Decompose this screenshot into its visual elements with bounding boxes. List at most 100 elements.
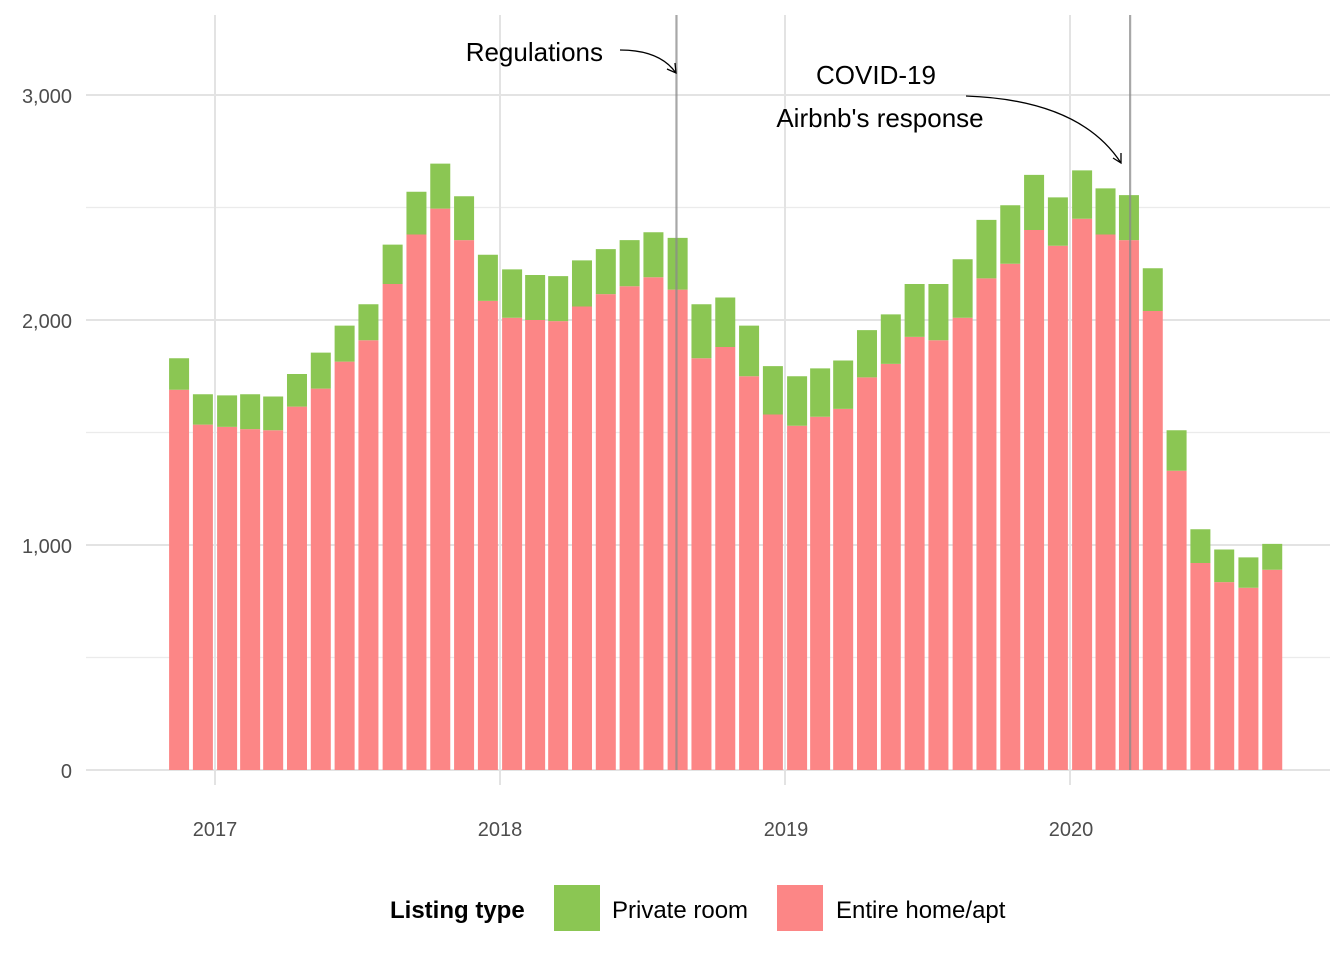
y-tick-label: 3,000 <box>22 86 72 108</box>
bar-private-room <box>880 314 901 364</box>
bar-private-room <box>1047 197 1068 246</box>
bar-private-room <box>263 396 284 431</box>
bar-entire-home-apt <box>430 208 451 770</box>
bar-private-room <box>406 191 427 235</box>
annotation-covid: COVID-19 <box>816 60 936 90</box>
bar-private-room <box>667 237 688 290</box>
y-axis-ticks: 3,000 2,000 1,000 0 <box>22 86 72 783</box>
bar-private-room <box>548 276 569 322</box>
bar-entire-home-apt <box>1142 311 1163 770</box>
event-lines <box>675 15 1132 770</box>
bar-private-room <box>856 330 877 378</box>
bar-entire-home-apt <box>904 336 925 770</box>
bar-entire-home-apt <box>1238 587 1259 770</box>
bar-entire-home-apt <box>667 289 688 770</box>
bar-private-room <box>286 374 307 407</box>
bar-private-room <box>571 260 592 307</box>
bar-private-room <box>739 325 760 377</box>
annotations: Regulations COVID-19 Airbnb's response <box>466 37 984 133</box>
bar-entire-home-apt <box>286 406 307 770</box>
legend-swatch-private-room <box>554 885 600 931</box>
bar-entire-home-apt <box>928 340 949 770</box>
bar-entire-home-apt <box>1166 470 1187 770</box>
arrow-head-regulations <box>666 62 677 75</box>
legend-title: Listing type <box>390 897 525 924</box>
bar-entire-home-apt <box>856 377 877 770</box>
bar-entire-home-apt <box>810 416 831 770</box>
bar-entire-home-apt <box>548 321 569 770</box>
bar-private-room <box>643 232 664 278</box>
bar-private-room <box>952 259 973 318</box>
x-axis-ticks: 2017 2018 2019 2020 <box>193 819 1094 841</box>
bar-entire-home-apt <box>240 429 261 770</box>
bar-entire-home-apt <box>1047 245 1068 770</box>
bar-private-room <box>192 394 213 425</box>
bar-entire-home-apt <box>691 358 712 770</box>
bar-entire-home-apt <box>263 430 284 770</box>
bar-private-room <box>217 395 238 427</box>
bar-private-room <box>1214 549 1235 583</box>
bar-entire-home-apt <box>169 389 190 770</box>
bar-entire-home-apt <box>310 388 331 770</box>
bar-private-room <box>1072 170 1093 219</box>
bar-entire-home-apt <box>1072 218 1093 770</box>
annotation-arrows <box>619 49 1122 165</box>
bar-entire-home-apt <box>382 284 403 770</box>
bar-private-room <box>382 244 403 284</box>
bar-private-room <box>595 249 616 295</box>
bar-private-room <box>169 358 190 390</box>
bar-entire-home-apt <box>762 414 783 770</box>
bar-entire-home-apt <box>1190 563 1211 770</box>
bar-private-room <box>310 352 331 389</box>
bar-entire-home-apt <box>525 320 546 770</box>
y-tick-label: 1,000 <box>22 536 72 558</box>
bar-private-room <box>833 360 854 409</box>
bar-entire-home-apt <box>643 277 664 770</box>
bar-entire-home-apt <box>217 426 238 770</box>
bar-private-room <box>1166 430 1187 471</box>
bar-entire-home-apt <box>952 317 973 770</box>
bar-entire-home-apt <box>502 317 523 770</box>
bar-private-room <box>1190 529 1211 563</box>
x-tick-label: 2019 <box>764 819 809 841</box>
bar-private-room <box>525 275 546 320</box>
bar-private-room <box>619 240 640 287</box>
x-tick-label: 2017 <box>193 819 238 841</box>
legend-label-private-room: Private room <box>612 897 748 924</box>
bar-private-room <box>715 297 736 347</box>
bar-entire-home-apt <box>619 286 640 770</box>
bar-private-room <box>502 269 523 318</box>
bar-entire-home-apt <box>334 361 355 770</box>
bar-private-room <box>976 219 997 279</box>
arrow-regulations <box>619 49 677 74</box>
bar-entire-home-apt <box>1214 582 1235 770</box>
y-tick-label: 0 <box>61 761 72 783</box>
bar-entire-home-apt <box>880 363 901 770</box>
bar-private-room <box>928 284 949 341</box>
bar-private-room <box>1095 188 1116 235</box>
bar-private-room <box>691 304 712 359</box>
bar-entire-home-apt <box>1000 263 1021 770</box>
bar-private-room <box>430 163 451 209</box>
bar-entire-home-apt <box>1095 234 1116 770</box>
bar-entire-home-apt <box>571 306 592 770</box>
bar-private-room <box>810 368 831 417</box>
annotation-regulations: Regulations <box>466 37 603 67</box>
bar-entire-home-apt <box>454 240 475 770</box>
x-tick-label: 2020 <box>1049 819 1094 841</box>
bar-private-room <box>1142 268 1163 311</box>
bar-private-room <box>334 325 355 362</box>
arrow-head-covid <box>1112 153 1122 165</box>
bar-private-room <box>358 304 379 341</box>
bar-private-room <box>454 196 475 241</box>
bar-private-room <box>1238 557 1259 588</box>
bar-entire-home-apt <box>833 408 854 770</box>
bar-private-room <box>240 394 261 430</box>
bar-private-room <box>477 254 498 301</box>
bar-private-room <box>904 284 925 337</box>
bar-entire-home-apt <box>595 294 616 770</box>
bar-entire-home-apt <box>1262 569 1283 770</box>
bar-entire-home-apt <box>1118 240 1139 770</box>
